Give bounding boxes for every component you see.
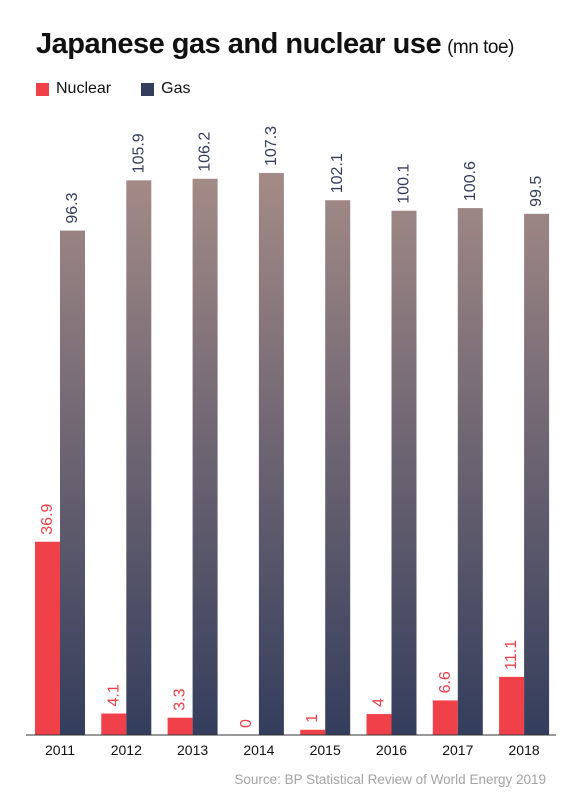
label-nuclear-2011: 36.9	[39, 503, 56, 534]
bar-gas-2011	[60, 230, 85, 735]
label-gas-2014: 107.3	[263, 126, 280, 166]
bar-gas-2012	[126, 180, 152, 736]
label-gas-2018: 99.5	[528, 176, 545, 207]
legend-swatch-nuclear	[36, 82, 49, 96]
source-note: Source: BP Statistical Review of World E…	[234, 772, 546, 787]
bar-nuclear-2018	[499, 676, 525, 735]
label-nuclear-2012: 4.1	[105, 684, 122, 706]
label-nuclear-2016: 4	[371, 698, 388, 707]
x-tick-labels: 2011 2012 2013 2014 2015 2016 2017 2018	[45, 742, 540, 758]
bar-nuclear-2016	[366, 714, 392, 735]
legend-item-gas: Gas	[141, 80, 190, 98]
bar-gas-2016	[391, 210, 417, 736]
label-nuclear-2017: 6.6	[437, 671, 454, 693]
bar-gas-2018	[524, 213, 550, 735]
label-nuclear-2013: 3.3	[172, 688, 189, 710]
bar-nuclear-2015	[300, 729, 326, 735]
chart-legend: Nuclear Gas	[36, 80, 220, 98]
label-gas-2012: 105.9	[130, 133, 147, 173]
legend-item-nuclear: Nuclear	[36, 80, 111, 98]
legend-label-nuclear: Nuclear	[56, 80, 112, 97]
bar-gas-2017	[457, 208, 483, 735]
bar-nuclear-2012	[101, 713, 127, 735]
x-tick-label-2015: 2015	[310, 742, 341, 758]
x-tick-label-2013: 2013	[177, 742, 208, 758]
label-nuclear-2015: 1	[304, 714, 321, 723]
label-gas-2015: 102.1	[329, 153, 346, 193]
label-gas-2017: 100.6	[462, 161, 479, 201]
bar-gas-2014	[258, 173, 284, 735]
x-tick-label-2014: 2014	[243, 742, 274, 758]
bar-nuclear-2011	[35, 541, 60, 735]
chart-title-text: Japanese gas and nuclear use	[36, 28, 442, 60]
x-tick-label-2012: 2012	[111, 742, 142, 758]
label-gas-2016: 100.1	[396, 164, 413, 204]
label-gas-2013: 106.2	[197, 132, 214, 172]
bars-group: 36.9 96.3 4.1 105.9 3.3 106.2 0 107.3 1 102.1 4 100…	[35, 126, 550, 736]
bar-nuclear-2017	[432, 700, 458, 735]
bar-gas-2013	[192, 178, 218, 735]
legend-swatch-gas	[141, 82, 155, 96]
chart-title: Japanese gas and nuclear use (mn toe)	[36, 28, 514, 61]
legend-label-gas: Gas	[161, 80, 191, 97]
label-nuclear-2014: 0	[238, 719, 255, 728]
bar-gas-2015	[325, 200, 351, 736]
bar-nuclear-2013	[167, 717, 193, 735]
x-tick-label-2011: 2011	[45, 742, 75, 758]
x-tick-label-2016: 2016	[376, 742, 407, 758]
x-tick-label-2017: 2017	[442, 742, 473, 758]
x-tick-label-2018: 2018	[509, 742, 540, 758]
chart-unit-note: (mn toe)	[447, 37, 514, 58]
label-nuclear-2018: 11.1	[503, 640, 520, 670]
label-gas-2011: 96.3	[64, 192, 81, 223]
